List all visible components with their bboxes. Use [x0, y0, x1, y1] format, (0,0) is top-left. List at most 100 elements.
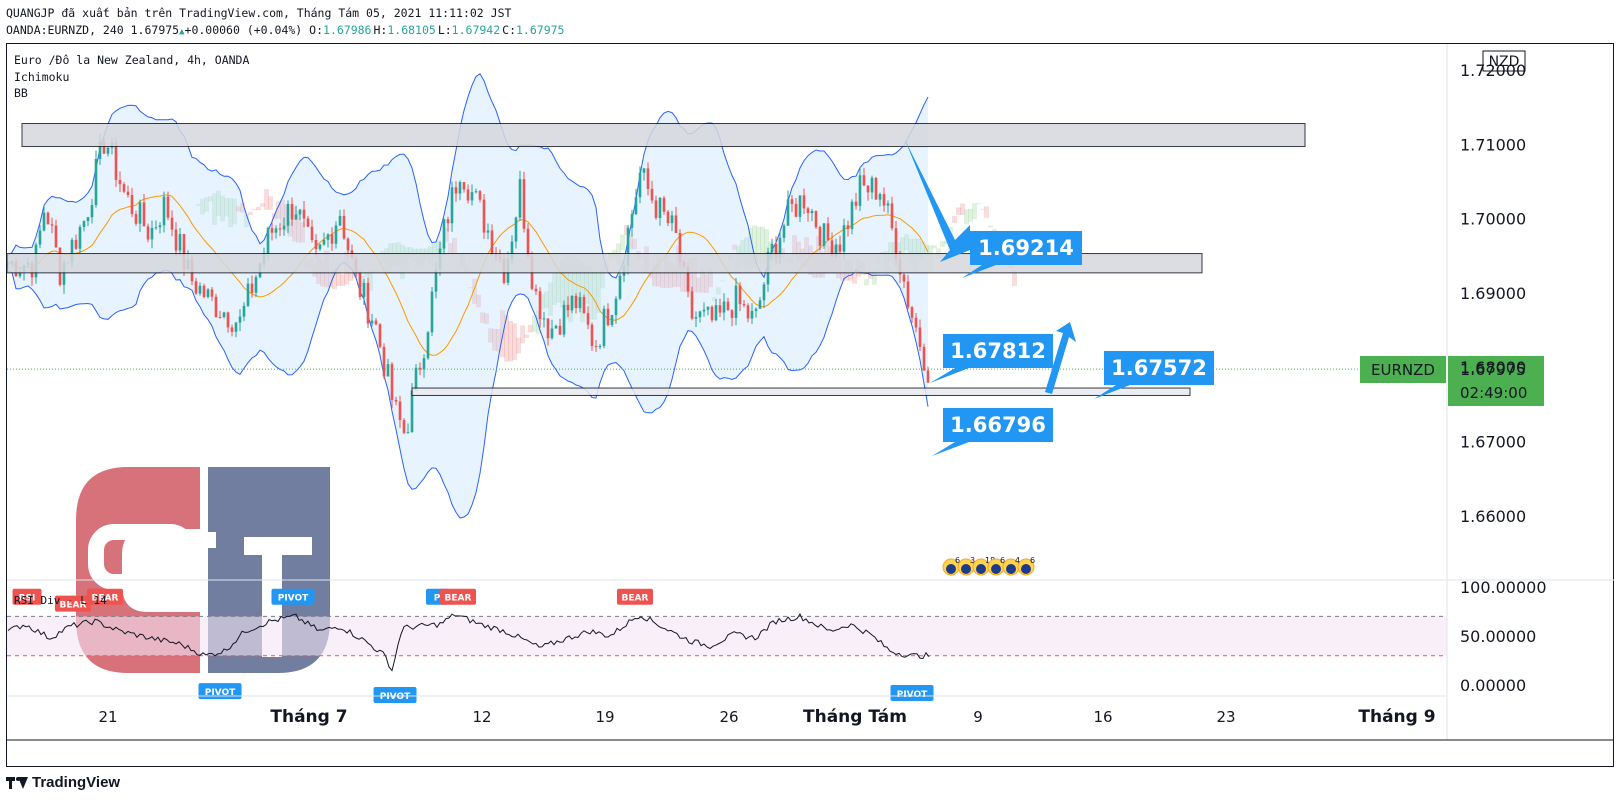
event-flag-inner: [976, 564, 986, 574]
candle-body: [358, 272, 362, 298]
cloud-segment: [260, 203, 265, 207]
price-callout[interactable]: [1104, 351, 1214, 385]
candle-body: [762, 284, 766, 301]
cloud-segment: [540, 294, 545, 310]
bear-marker-label: BEAR: [60, 601, 87, 611]
candle-body: [86, 217, 90, 222]
candle-body: [650, 188, 654, 201]
cloud-segment: [292, 206, 297, 242]
pivot-marker-label: PIVOT: [278, 594, 309, 604]
candle-body: [630, 214, 634, 228]
projection-arrow-down[interactable]: [905, 140, 970, 262]
candle-body: [730, 310, 734, 318]
legend-bb[interactable]: BB: [14, 86, 28, 100]
candle-body: [450, 187, 454, 224]
bear-marker[interactable]: [87, 588, 123, 605]
ohlc-value: 1.67942: [451, 23, 501, 37]
support-resistance-zone[interactable]: [21, 123, 1306, 148]
candle-body: [662, 197, 666, 212]
cloud-segment: [408, 247, 413, 259]
last-price-value: 1.67975: [1460, 360, 1526, 379]
event-count: 18: [985, 556, 995, 565]
candle-body: [346, 238, 350, 251]
candle-body: [598, 346, 602, 348]
cloud-segment: [904, 234, 909, 251]
cloud-segment: [732, 244, 737, 250]
rsi-tick-label: 100.00000: [1460, 578, 1547, 597]
candle-body: [214, 296, 218, 317]
tradingview-footer[interactable]: TradingView: [6, 774, 120, 791]
cloud-segment: [872, 270, 877, 285]
cloud-segment: [756, 226, 761, 263]
candle-body: [334, 225, 338, 244]
economic-events[interactable]: 6 3 18 6 4 6: [942, 556, 1035, 576]
candle-body: [854, 201, 858, 206]
cloud-segment: [544, 291, 549, 309]
price-callout[interactable]: [943, 408, 1053, 442]
candle-body: [586, 313, 590, 325]
rsi-legend[interactable]: RSI Div - L 14: [14, 594, 107, 607]
price-callout[interactable]: [970, 231, 1082, 265]
candle-body: [714, 305, 718, 321]
cloud-segment: [648, 272, 653, 278]
candle-body: [830, 240, 834, 257]
price-tick-label: 1.69000: [1460, 284, 1526, 303]
support-resistance-zone[interactable]: [411, 387, 1191, 396]
cloud-segment: [688, 257, 693, 293]
bear-marker[interactable]: [440, 588, 476, 605]
bear-marker[interactable]: [55, 595, 91, 612]
candle-body: [166, 196, 170, 218]
tradingview-logo-icon: [6, 776, 28, 789]
cloud-segment: [212, 193, 217, 225]
cloud-segment: [568, 255, 573, 323]
candle-body: [918, 327, 922, 347]
candle-body: [206, 289, 210, 297]
cloud-segment: [992, 229, 997, 232]
pivot-marker[interactable]: [890, 685, 934, 702]
cloud-segment: [940, 241, 945, 248]
pivot-marker[interactable]: [373, 687, 417, 703]
cloud-segment: [956, 207, 961, 215]
candle-body: [670, 215, 674, 224]
cloud-segment: [720, 280, 725, 282]
bear-marker[interactable]: [617, 588, 653, 605]
pivot-marker[interactable]: [271, 588, 315, 605]
cloud-segment: [548, 282, 553, 316]
cloud-segment: [276, 201, 281, 220]
candle-body: [82, 221, 86, 228]
candle-body: [734, 285, 738, 318]
candle-body: [170, 217, 174, 230]
candle-body: [162, 196, 166, 226]
candle-body: [594, 346, 598, 348]
candle-body: [514, 217, 518, 242]
bb-basis: [7, 194, 929, 356]
legend-ichimoku[interactable]: Ichimoku: [14, 70, 69, 84]
rsi-tick-label: 50.00000: [1460, 627, 1536, 646]
pivot-marker[interactable]: [198, 683, 242, 700]
candle-body: [130, 195, 134, 215]
cloud-segment: [580, 262, 585, 323]
time-tick-label: 19: [595, 708, 614, 726]
candle-body: [458, 182, 462, 194]
cloud-segment: [268, 196, 273, 210]
support-resistance-zone[interactable]: [7, 253, 1203, 274]
cloud-segment: [708, 268, 713, 288]
bear-marker[interactable]: [12, 588, 42, 605]
cloud-segment: [680, 259, 685, 292]
cloud-segment: [488, 328, 493, 343]
projection-arrow-up[interactable]: [1045, 322, 1076, 394]
candle-body: [698, 311, 702, 318]
cloud-segment: [600, 263, 605, 289]
candle-body: [386, 364, 390, 377]
callout-pointer: [1094, 385, 1130, 399]
cloud-segment: [552, 272, 557, 305]
bar-countdown: 02:49:00: [1460, 384, 1527, 402]
price-callout[interactable]: [943, 334, 1053, 368]
candle-body: [810, 211, 814, 214]
event-count: 6: [1030, 556, 1035, 565]
cloud-segment: [572, 257, 577, 308]
candle-body: [686, 266, 690, 292]
candle-body: [738, 285, 742, 305]
candle-body: [250, 283, 254, 293]
